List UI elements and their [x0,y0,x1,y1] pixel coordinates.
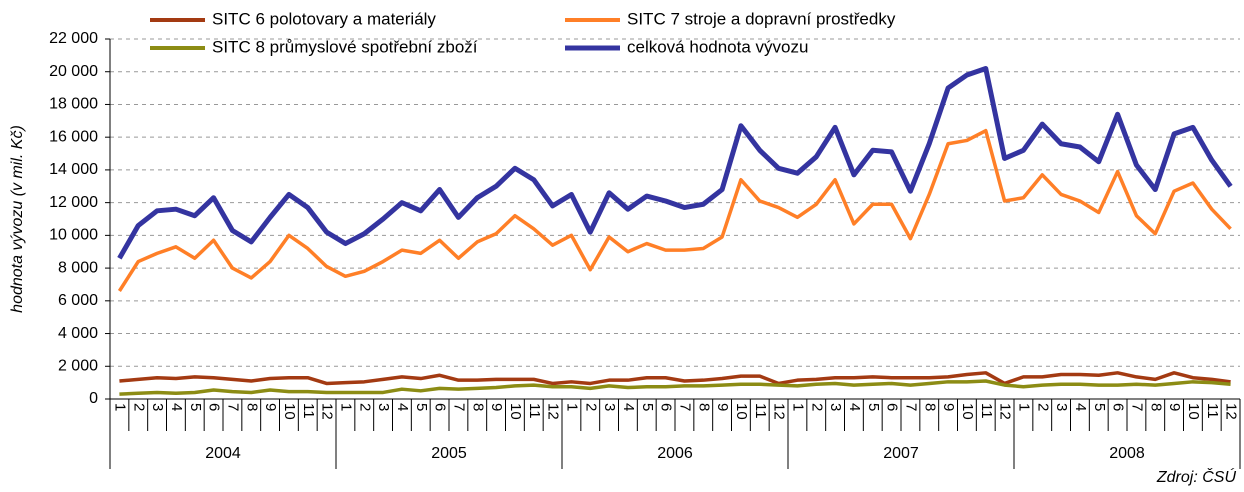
x-tick-label: 1 [1015,403,1032,411]
x-tick-label: 3 [149,403,166,411]
x-tick-label: 6 [884,403,901,411]
x-tick-label: 11 [526,403,543,419]
y-tick-label: 2 000 [58,357,98,374]
x-tick-label: 5 [1091,403,1108,411]
x-tick-label: 7 [224,403,241,411]
y-tick-label: 8 000 [58,259,98,276]
x-tick-label: 7 [676,403,693,411]
y-tick-label: 20 000 [49,63,98,80]
x-group-label: 2004 [205,445,241,462]
x-tick-label: 1 [789,403,806,411]
x-tick-label: 10 [281,403,298,420]
x-group-label: 2005 [431,445,467,462]
x-tick-label: 12 [1223,403,1240,420]
x-tick-label: 8 [469,403,486,411]
x-tick-label: 5 [413,403,430,411]
x-tick-label: 6 [206,403,223,411]
x-group-label: 2008 [1109,445,1145,462]
x-tick-label: 8 [921,403,938,411]
x-tick-label: 10 [733,403,750,420]
legend-label: celková hodnota vývozu [627,37,808,56]
series-line [117,128,1232,292]
x-tick-label: 2 [1034,403,1051,411]
x-tick-label: 12 [997,403,1014,420]
x-tick-label: 6 [432,403,449,411]
x-tick-label: 11 [752,403,769,419]
x-tick-label: 12 [545,403,562,420]
x-tick-label: 2 [582,403,599,411]
x-tick-label: 11 [978,403,995,419]
x-tick-label: 6 [658,403,675,411]
x-tick-label: 3 [375,403,392,411]
x-tick-label: 10 [959,403,976,420]
y-tick-label: 22 000 [49,30,98,47]
series-line [117,65,1233,260]
x-tick-label: 3 [601,403,618,411]
x-tick-label: 5 [187,403,204,411]
x-tick-label: 5 [865,403,882,411]
legend-label: SITC 7 stroje a dopravní prostředky [627,9,896,28]
y-tick-label: 12 000 [49,194,98,211]
x-tick-label: 8 [695,403,712,411]
x-tick-label: 10 [1185,403,1202,420]
source-note: Zdroj: ČSÚ [1156,467,1237,486]
x-tick-label: 9 [940,403,957,411]
x-tick-label: 4 [1072,403,1089,411]
y-tick-label: 6 000 [58,292,98,309]
x-tick-label: 6 [1110,403,1127,411]
x-tick-label: 4 [168,403,185,411]
x-tick-label: 4 [620,403,637,411]
legend-label: SITC 6 polotovary a materiály [212,9,436,28]
x-tick-label: 7 [450,403,467,411]
x-tick-label: 1 [337,403,354,411]
x-tick-label: 4 [394,403,411,411]
x-group-label: 2007 [883,445,919,462]
x-tick-label: 3 [827,403,844,411]
x-tick-label: 8 [1147,403,1164,411]
x-tick-label: 4 [846,403,863,411]
x-tick-label: 9 [1166,403,1183,411]
y-axis-label: hodnota vývozu (v mil. Kč) [9,125,26,313]
x-tick-label: 11 [1204,403,1221,419]
x-tick-label: 2 [808,403,825,411]
y-tick-label: 10 000 [49,227,98,244]
y-tick-label: 0 [89,390,98,407]
x-tick-label: 2 [130,403,147,411]
y-tick-label: 18 000 [49,96,98,113]
x-tick-label: 1 [563,403,580,411]
x-tick-label: 12 [771,403,788,420]
x-tick-label: 8 [243,403,260,411]
y-tick-label: 16 000 [49,128,98,145]
x-tick-label: 7 [1128,403,1145,411]
y-tick-label: 4 000 [58,325,98,342]
x-tick-label: 12 [319,403,336,420]
x-tick-label: 3 [1053,403,1070,411]
legend-label: SITC 8 průmyslové spotřební zboží [212,37,478,56]
y-tick-label: 14 000 [49,161,98,178]
x-tick-label: 9 [488,403,505,411]
x-tick-label: 10 [507,403,524,420]
x-tick-label: 9 [262,403,279,411]
x-tick-label: 9 [714,403,731,411]
x-tick-label: 11 [300,403,317,419]
x-tick-label: 2 [356,403,373,411]
series-line [119,379,1231,396]
x-tick-label: 5 [639,403,656,411]
x-group-label: 2006 [657,445,693,462]
series-line [119,371,1231,386]
x-tick-label: 7 [902,403,919,411]
x-tick-label: 1 [111,403,128,411]
